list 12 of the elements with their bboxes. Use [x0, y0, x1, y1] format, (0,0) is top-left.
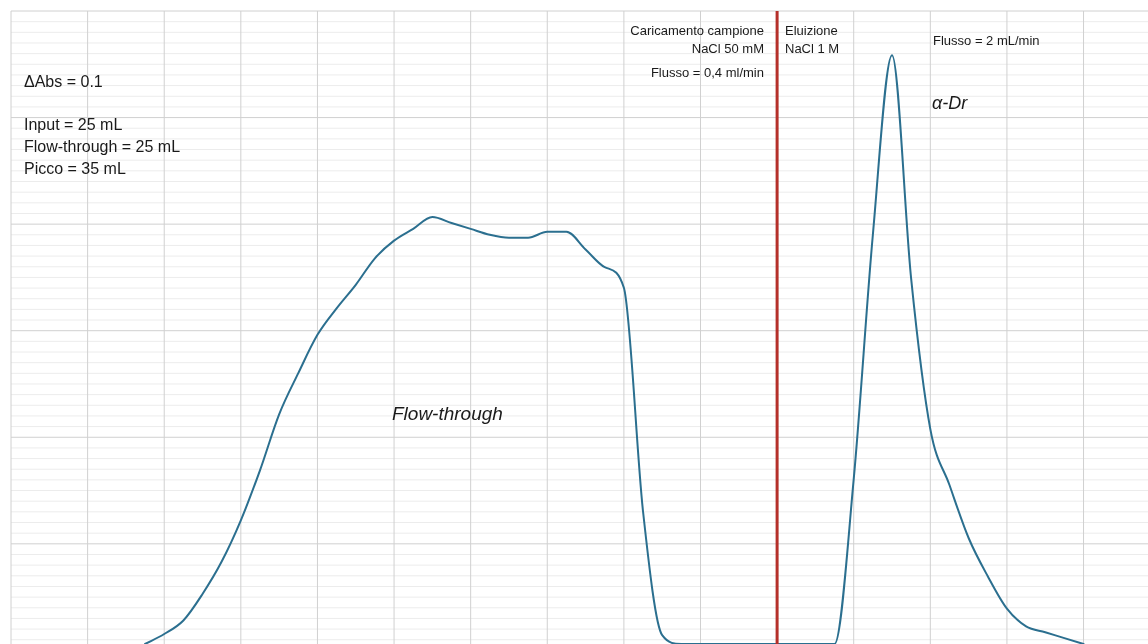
annotation: Input = 25 mL — [24, 116, 123, 133]
annotation: ΔAbs = 0.1 — [24, 73, 103, 90]
annotation: Flow-through — [392, 403, 503, 424]
annotation: Flow-through = 25 mL — [24, 138, 181, 155]
annotation: α-Dr — [932, 93, 969, 113]
text: Caricamento campione — [630, 23, 764, 38]
text: Flusso = 2 mL/min — [933, 33, 1040, 48]
annotation: Flusso = 0,4 ml/min — [650, 65, 764, 80]
annotation: NaCl 50 mM — [691, 41, 764, 56]
annotation: NaCl 1 M — [785, 41, 840, 56]
annotation: Picco = 35 mL — [24, 160, 126, 177]
text: Eluizione — [785, 23, 838, 38]
